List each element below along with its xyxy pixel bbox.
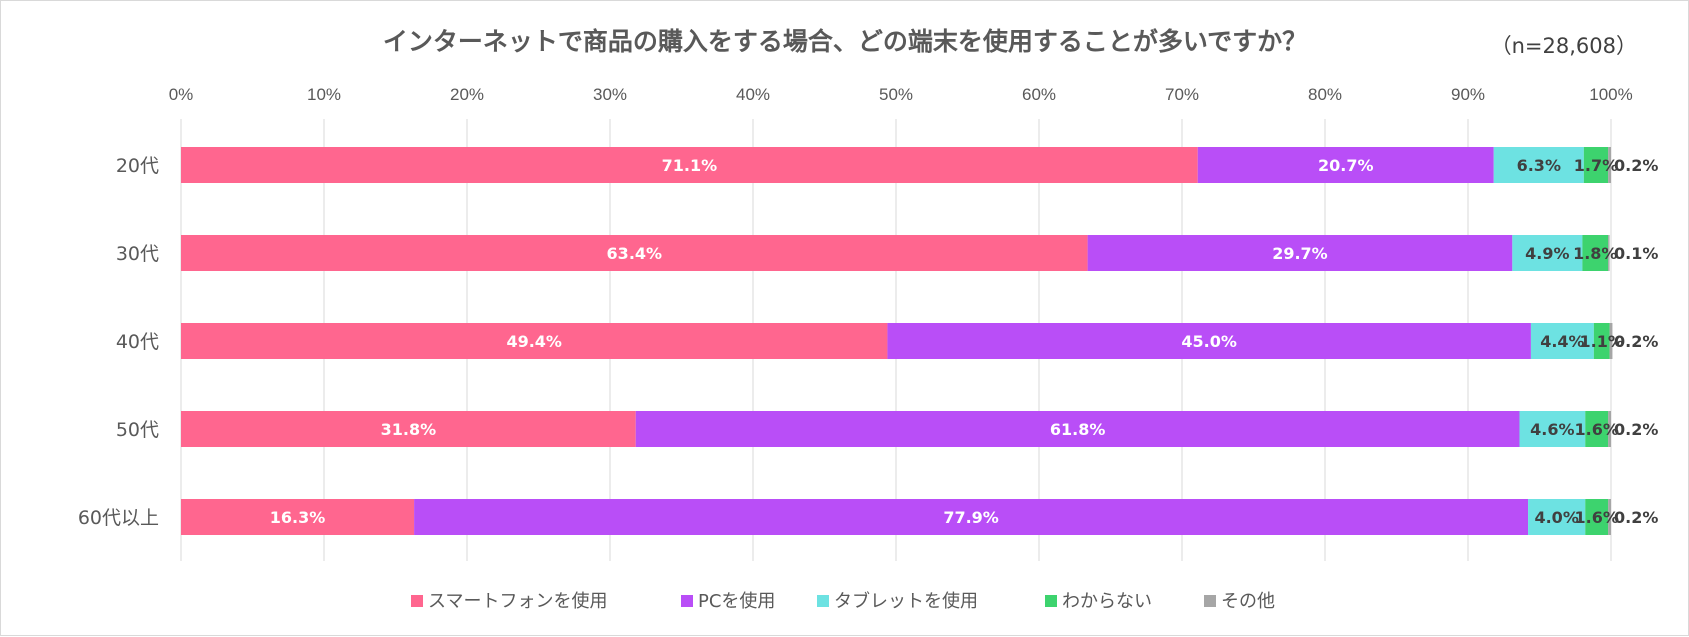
y-axis-categories: 20代 30代 40代 50代 60代以上 [78, 155, 159, 529]
bar-segment [1528, 499, 1586, 535]
data-label: 29.7% [1272, 244, 1328, 263]
x-axis-ticks: 0% 10% 20% 30% 40% 50% 60% 70% 80% 90% 100% [169, 85, 1633, 104]
data-label: 77.9% [943, 508, 999, 527]
bar-segment [1608, 499, 1611, 535]
data-label: 1.6% [1575, 420, 1619, 439]
category-label: 40代 [116, 331, 159, 353]
bar-segment [1585, 499, 1609, 535]
bar-segment [1493, 147, 1584, 183]
data-label: 31.8% [381, 420, 437, 439]
data-label: 4.4% [1540, 332, 1584, 351]
x-tick-label: 90% [1451, 85, 1485, 104]
bar-segment [1582, 235, 1609, 271]
bar-segment [181, 499, 415, 535]
data-label: 16.3% [270, 508, 326, 527]
legend-swatch [681, 595, 693, 607]
x-tick-label: 30% [593, 85, 627, 104]
x-tick-label: 0% [169, 85, 194, 104]
bar-segment [1087, 235, 1513, 271]
data-label: 20.7% [1318, 156, 1374, 175]
data-label: 0.2% [1614, 332, 1658, 351]
bar-segment [181, 147, 1198, 183]
bar-segment [1608, 235, 1610, 271]
bar-segment [181, 411, 636, 447]
category-label: 50代 [116, 419, 159, 441]
legend-swatch [1045, 595, 1057, 607]
x-tick-label: 100% [1589, 85, 1632, 104]
data-label: 63.4% [607, 244, 663, 263]
bar-segment [635, 411, 1520, 447]
x-tick-label: 70% [1165, 85, 1199, 104]
x-tick-label: 50% [879, 85, 913, 104]
bar-segment [1519, 411, 1586, 447]
x-tick-label: 10% [307, 85, 341, 104]
legend-swatch [411, 595, 423, 607]
data-label: 0.2% [1614, 156, 1658, 175]
bar-segment [181, 235, 1088, 271]
legend-swatch [817, 595, 829, 607]
data-label: 0.2% [1614, 508, 1658, 527]
category-label: 20代 [116, 155, 159, 177]
bar-segment [1609, 323, 1613, 359]
bar-segment [1530, 323, 1594, 359]
data-label: 6.3% [1517, 156, 1561, 175]
bar-segment [1593, 323, 1610, 359]
data-label: 4.6% [1530, 420, 1574, 439]
data-label: 0.2% [1614, 420, 1658, 439]
legend-swatch [1204, 595, 1216, 607]
category-label: 30代 [116, 243, 159, 265]
bar-segment [1585, 411, 1609, 447]
data-label: 49.4% [506, 332, 562, 351]
data-label: 0.1% [1614, 244, 1658, 263]
bar-segments [181, 147, 1613, 535]
bar-segment [1197, 147, 1494, 183]
data-labels: 71.1% 20.7% 6.3% 1.7%0.2%63.4% 29.7% 4.9% 1.8%… [270, 156, 1659, 527]
data-label: 71.1% [662, 156, 718, 175]
data-label: 1.6% [1575, 508, 1619, 527]
legend-label: タブレットを使用 [834, 590, 978, 612]
bar-segment [414, 499, 1529, 535]
data-label: 4.0% [1534, 508, 1578, 527]
sample-size-note: （n=28,608） [1491, 34, 1637, 58]
legend-label: その他 [1221, 591, 1275, 612]
x-tick-label: 20% [450, 85, 484, 104]
bar-segment [181, 323, 888, 359]
bar-segment [887, 323, 1531, 359]
legend-label: スマートフォンを使用 [428, 591, 607, 612]
bar-segment [1608, 411, 1611, 447]
bar-segment [1512, 235, 1583, 271]
data-label: 61.8% [1050, 420, 1106, 439]
legend: スマートフォンを使用 PCを使用 タブレットを使用 わからない その他 [411, 590, 1275, 612]
category-label: 60代以上 [78, 507, 159, 529]
x-tick-label: 40% [736, 85, 770, 104]
chart-title: インターネットで商品の購入をする場合、どの端末を使用することが多いですか？ [383, 27, 1307, 56]
data-label: 1.8% [1573, 244, 1617, 263]
data-label: 1.7% [1574, 156, 1618, 175]
x-tick-label: 60% [1022, 85, 1056, 104]
x-tick-label: 80% [1308, 85, 1342, 104]
legend-label: わからない [1062, 591, 1152, 612]
data-label: 4.9% [1525, 244, 1569, 263]
bar-segment [1608, 147, 1611, 183]
data-label: 45.0% [1181, 332, 1237, 351]
bar-segment [1583, 147, 1609, 183]
data-label: 1.1% [1580, 332, 1624, 351]
legend-label: PCを使用 [698, 591, 775, 612]
